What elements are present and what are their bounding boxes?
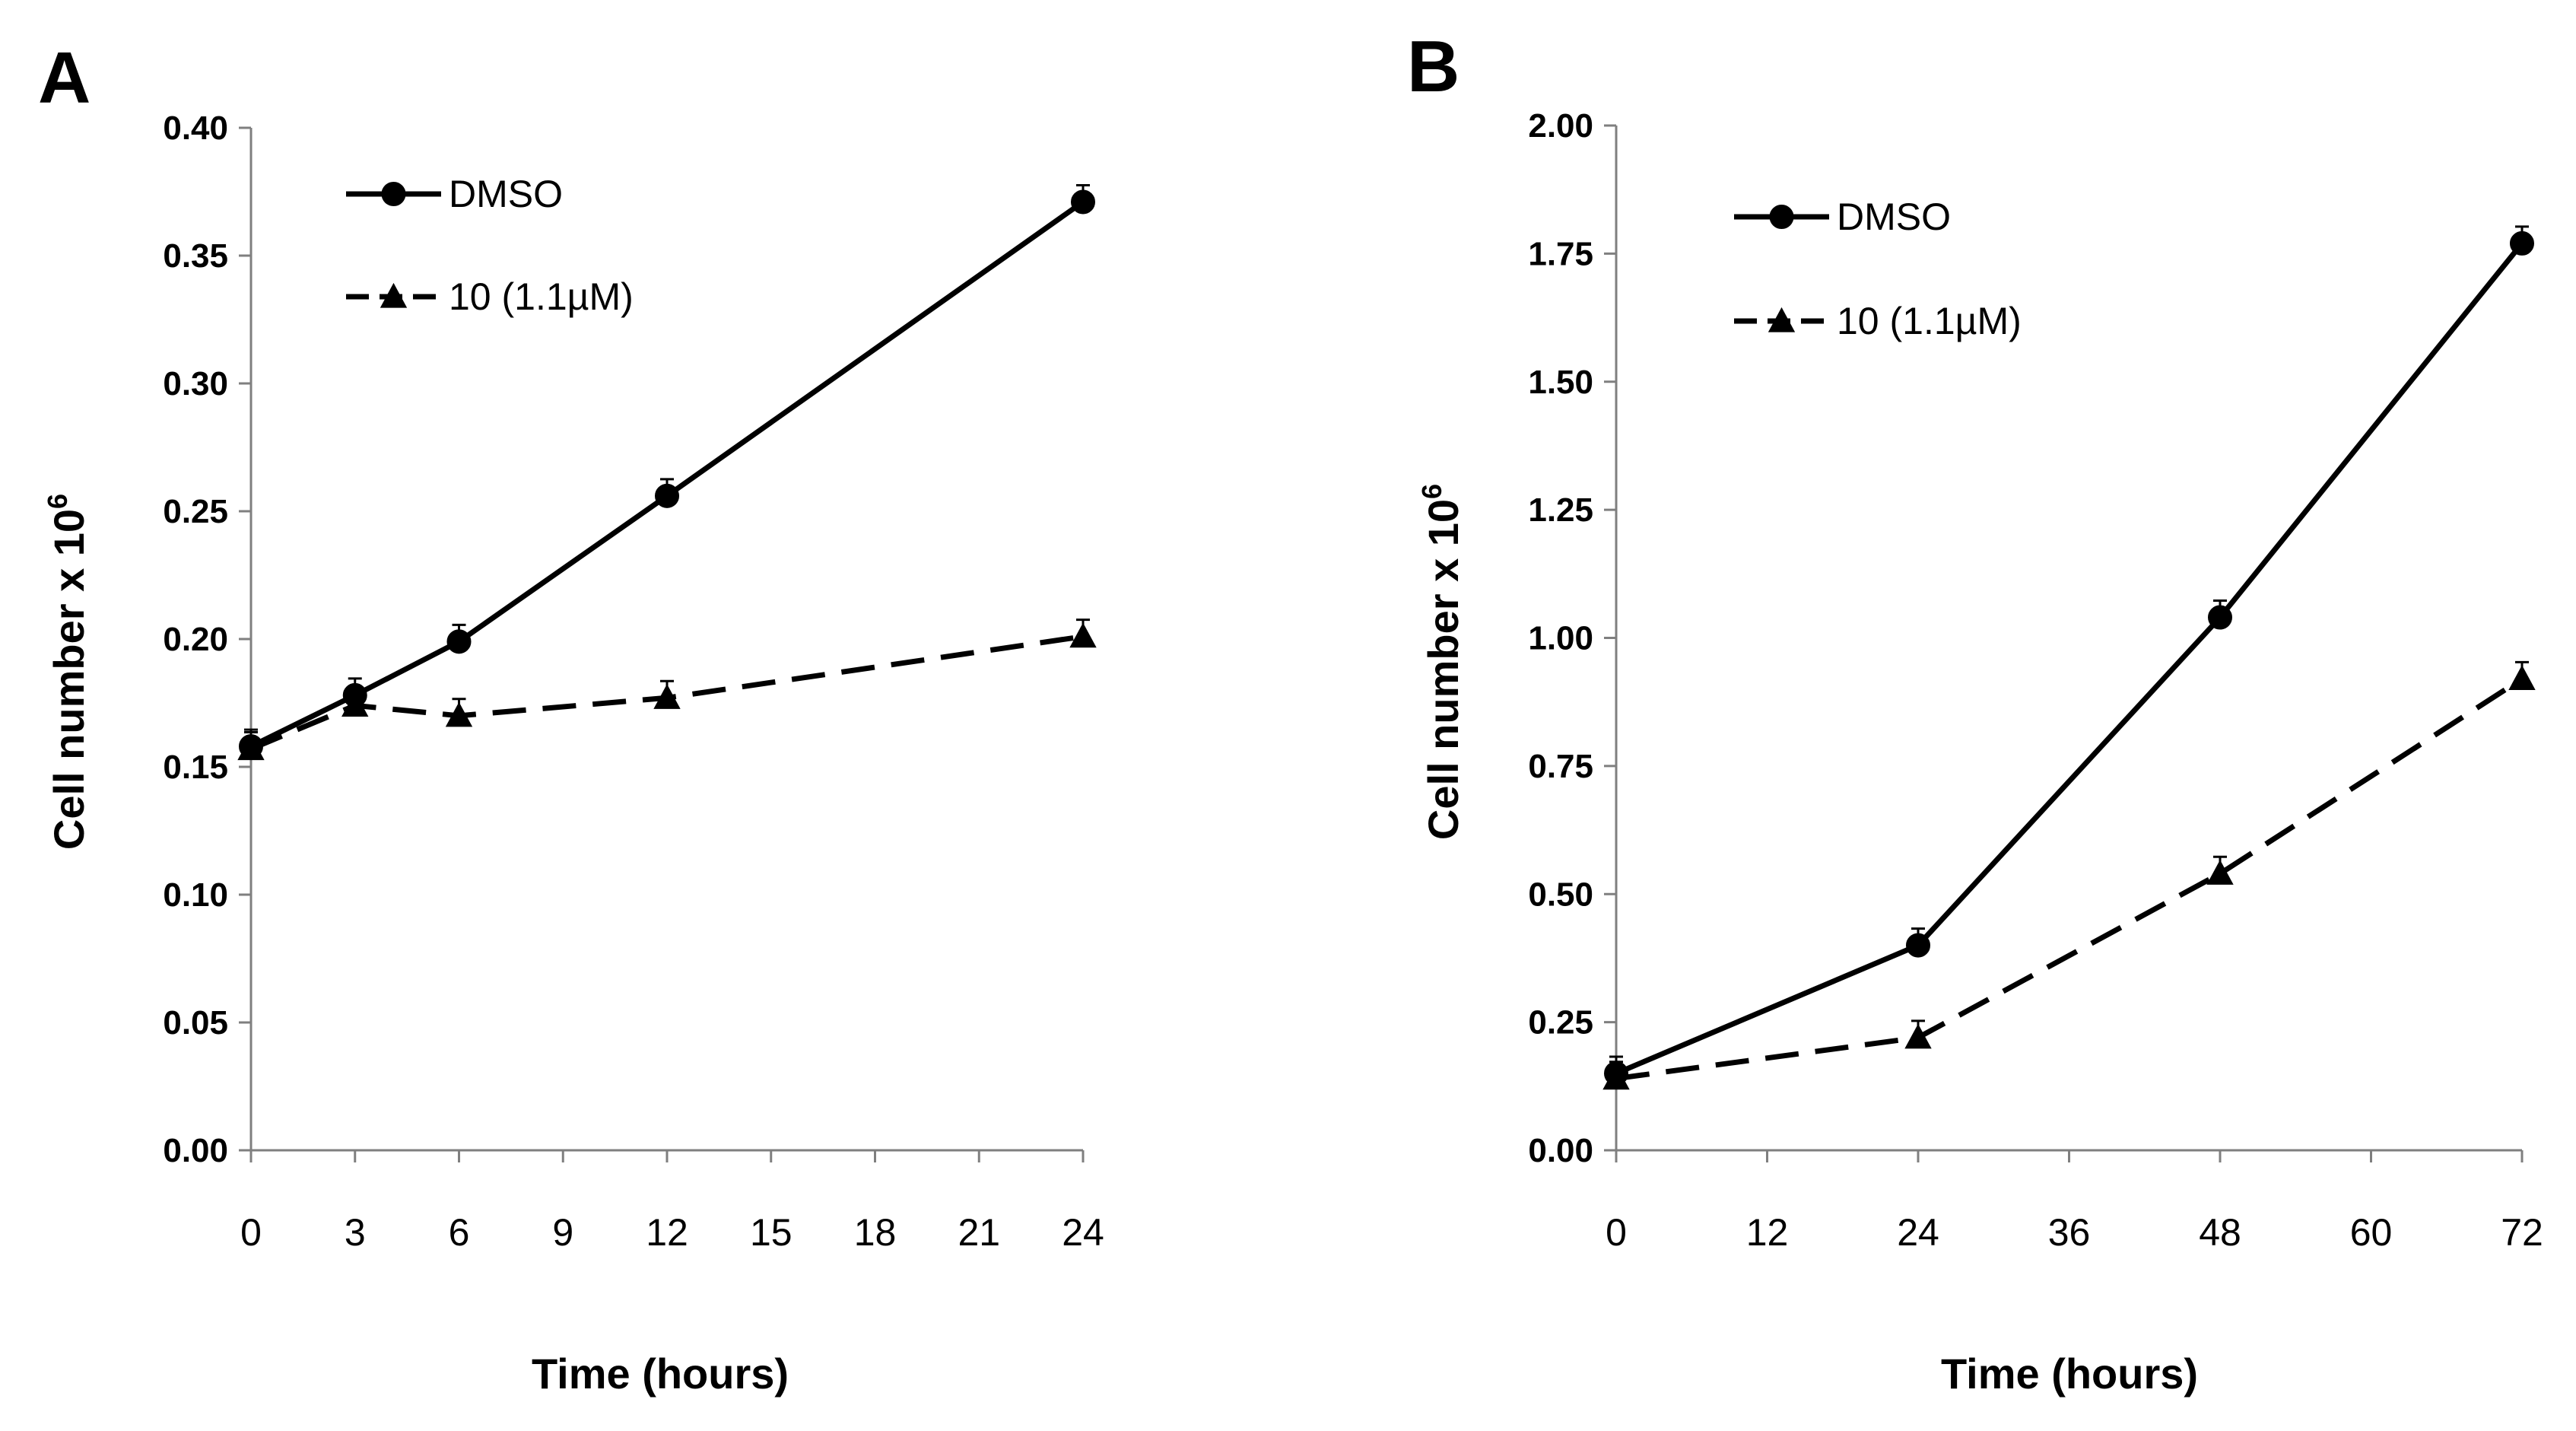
panel-a-dmso-line (249, 199, 1085, 749)
panel-b-x-tick-label: 48 (2199, 1211, 2241, 1254)
panel-a-series (237, 183, 1097, 761)
panel-a-legend-compound-10-label: 10 (1.1µM) (449, 275, 634, 318)
panel-b-compound-10-point (1602, 1064, 1630, 1090)
panel-b-compound-10-line (1615, 676, 2524, 1082)
panel-a-compound-10-point (237, 735, 265, 761)
panel-a-x-tick-label: 9 (552, 1211, 573, 1254)
panel-b-x-tick-label: 72 (2501, 1211, 2543, 1254)
panel-a-x-tick-label: 3 (345, 1211, 366, 1254)
panel-a-x-axis-label: Time (hours) (532, 1350, 789, 1398)
panel-a-x-tick-label: 24 (1062, 1211, 1104, 1254)
panel-b-legend: DMSO 10 (1.1µM) (1734, 196, 2022, 342)
panel-a-legend: DMSO 10 (1.1µM) (346, 173, 634, 318)
panel-b-dmso-point (2510, 231, 2534, 256)
panel-a-x-tick-label: 0 (240, 1211, 262, 1254)
panel-a-x-tick-label: 15 (750, 1211, 792, 1254)
panel-b-y-tick-label: 1.50 (1528, 364, 1593, 401)
panel-a-compound-10-point (341, 692, 369, 717)
panel-a-axes: 0.00 0.05 0.10 0.15 0.20 0.25 0.30 0.35 0.40 0 3 6 9… (163, 110, 1104, 1254)
panel-a-y-tick-label: 0.15 (163, 749, 228, 786)
panel-b-x-tick-label: 60 (2350, 1211, 2393, 1254)
panel-b-x-tick-label: 12 (1746, 1211, 1789, 1254)
panel-b-compound-10-point (1904, 1023, 1932, 1049)
panel-b-x-tick-label: 36 (2048, 1211, 2091, 1254)
panel-b-x-tick-label: 24 (1897, 1211, 1939, 1254)
panel-a-y-axis-label-exponent: 6 (42, 494, 73, 509)
panel-a-y-tick-label: 0.10 (163, 876, 228, 914)
panel-b-legend-compound-10-label: 10 (1.1µM) (1837, 300, 2022, 342)
panel-b: B 0.00 0.25 0.50 0.75 1.00 1.25 1.50 1.75 2.00 0 1… (1407, 26, 2543, 1398)
panel-a-legend-dmso-label: DMSO (449, 173, 563, 215)
panel-b-y-tick-label: 0.25 (1528, 1004, 1593, 1041)
panel-b-y-axis-label-text: Cell number x 10 (1419, 499, 1467, 840)
panel-b-series (1602, 225, 2536, 1090)
panel-b-letter: B (1407, 26, 1460, 107)
panel-a-x-tick-label: 12 (646, 1211, 688, 1254)
panel-b-x-axis-label: Time (hours) (1941, 1350, 2198, 1398)
panel-b-dmso-point (1906, 933, 1930, 958)
panel-b-y-tick-label: 1.75 (1528, 235, 1593, 272)
panel-b-legend-compound-10-marker (1768, 307, 1796, 332)
panel-b-y-tick-label: 1.00 (1528, 620, 1593, 657)
panel-a-compound-10-point (1069, 622, 1097, 648)
panel-a-dmso-point (655, 483, 679, 508)
panel-a-x-tick-label: 18 (854, 1211, 897, 1254)
panel-b-x-tick-label: 0 (1606, 1211, 1627, 1254)
panel-a-letter: A (38, 37, 91, 119)
panel-b-y-axis-label-exponent: 6 (1416, 484, 1447, 499)
panel-a-y-tick-label: 0.05 (163, 1004, 228, 1041)
panel-a-compound-10-point (445, 701, 473, 727)
panel-a-dmso-point (446, 629, 472, 654)
panel-a-y-tick-label: 0.30 (163, 365, 228, 402)
panel-a-y-axis-label-text: Cell number x 10 (45, 509, 93, 850)
panel-a-y-tick-label: 0.35 (163, 237, 228, 275)
panel-a-y-tick-label: 0.00 (163, 1132, 228, 1169)
panel-a-legend-dmso-marker (381, 182, 406, 206)
panel-a-dmso-point (1071, 189, 1095, 215)
panel-b-legend-dmso-marker (1769, 205, 1794, 229)
panel-a-x-tick-label: 6 (449, 1211, 470, 1254)
panel-a-x-tick-label: 21 (958, 1211, 1000, 1254)
panel-b-y-axis-label: Cell number x 106 (1416, 484, 1467, 840)
panel-b-y-tick-label: 2.00 (1528, 107, 1593, 145)
panel-b-y-tick-label: 1.25 (1528, 491, 1593, 529)
panel-b-compound-10-point (2206, 860, 2234, 885)
panel-b-y-tick-label: 0.75 (1528, 748, 1593, 785)
panel-a-y-tick-label: 0.40 (163, 110, 228, 147)
panel-b-y-tick-label: 0.00 (1528, 1132, 1593, 1169)
panel-a-y-axis-label: Cell number x 106 (42, 494, 93, 850)
panel-a-y-tick-label: 0.20 (163, 621, 228, 658)
panel-a-y-tick-label: 0.25 (163, 493, 228, 530)
panel-a: A 0.00 0.05 0.10 0.15 0.20 0.25 0.30 0.35 0.40 0 3… (38, 37, 1104, 1398)
panel-b-y-tick-label: 0.50 (1528, 876, 1593, 913)
panel-b-dmso-point (2208, 605, 2232, 630)
panel-b-compound-10-point (2508, 665, 2536, 690)
panel-b-legend-dmso-label: DMSO (1837, 196, 1951, 238)
panel-b-axes: 0.00 0.25 0.50 0.75 1.00 1.25 1.50 1.75 2.00 0 12 2… (1528, 107, 2543, 1254)
panel-a-legend-compound-10-marker (380, 282, 408, 308)
panel-b-dmso-line (1615, 241, 2524, 1076)
panel-a-compound-10-point (653, 684, 681, 709)
